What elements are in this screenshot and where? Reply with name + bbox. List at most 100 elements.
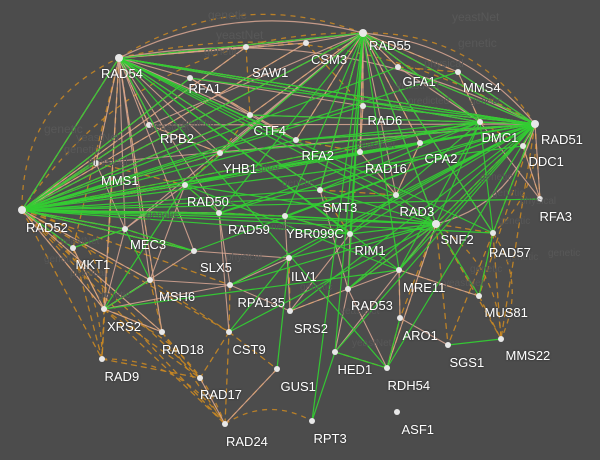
edge	[362, 32, 400, 271]
edge	[479, 121, 494, 234]
graph-node[interactable]	[357, 149, 363, 155]
graph-node[interactable]	[360, 103, 366, 109]
edge	[334, 32, 364, 353]
edge	[21, 198, 541, 211]
graph-node[interactable]	[384, 365, 390, 371]
edge	[478, 232, 494, 297]
edge	[311, 32, 364, 422]
edge	[118, 57, 481, 123]
graph-node[interactable]	[332, 349, 338, 355]
edge	[229, 223, 437, 286]
edge	[347, 269, 400, 290]
graph-node[interactable]	[432, 220, 440, 228]
edge	[284, 215, 291, 312]
graph-node[interactable]	[182, 182, 188, 188]
edge	[319, 32, 364, 191]
edge	[103, 57, 120, 310]
edge	[349, 223, 437, 235]
edge	[447, 338, 502, 346]
graph-node[interactable]	[187, 75, 193, 81]
graph-node[interactable]	[396, 267, 402, 273]
edge	[319, 189, 397, 196]
graph-node[interactable]	[222, 421, 228, 427]
graph-node[interactable]	[274, 366, 280, 372]
graph-node[interactable]	[147, 277, 153, 283]
graph-node[interactable]	[317, 187, 323, 193]
graph-node[interactable]	[345, 286, 351, 292]
graph-node[interactable]	[347, 231, 353, 237]
edge	[118, 42, 307, 59]
graph-node[interactable]	[146, 122, 152, 128]
graph-node[interactable]	[70, 245, 76, 251]
graph-node[interactable]	[477, 119, 483, 125]
graph-node[interactable]	[520, 143, 526, 149]
graph-node[interactable]	[397, 315, 403, 321]
graph-node[interactable]	[99, 356, 105, 362]
edge	[103, 269, 400, 310]
graph-node[interactable]	[395, 64, 401, 70]
edge	[21, 209, 74, 249]
edge	[21, 209, 437, 225]
graph-node[interactable]	[498, 336, 504, 342]
edge	[289, 288, 349, 312]
graph-node[interactable]	[455, 69, 461, 75]
graph-node[interactable]	[303, 40, 309, 46]
graph-node[interactable]	[287, 308, 293, 314]
edge-arc	[101, 358, 226, 425]
edge	[228, 223, 437, 333]
edge	[295, 32, 364, 141]
graph-node[interactable]	[293, 137, 299, 143]
edge	[21, 124, 150, 211]
graph-node[interactable]	[18, 206, 26, 214]
graph-node[interactable]	[115, 54, 123, 62]
edge	[362, 32, 399, 68]
graph-node[interactable]	[247, 112, 253, 118]
edge	[21, 209, 126, 230]
edge	[193, 250, 290, 259]
graph-node[interactable]	[159, 329, 165, 335]
graph-node[interactable]	[417, 140, 423, 146]
graph-node[interactable]	[282, 213, 288, 219]
edge	[359, 105, 364, 153]
edge	[347, 223, 437, 290]
graph-node[interactable]	[226, 329, 232, 335]
edge	[21, 209, 231, 286]
edge	[148, 32, 364, 126]
edge	[21, 209, 230, 333]
graph-node[interactable]	[227, 282, 233, 288]
graph-node[interactable]	[286, 255, 292, 261]
graph-node[interactable]	[359, 29, 367, 37]
edge	[124, 32, 364, 230]
edge	[161, 331, 226, 425]
graph-node[interactable]	[393, 192, 399, 198]
graph-node[interactable]	[476, 293, 482, 299]
graph-node[interactable]	[394, 409, 400, 415]
graph-node[interactable]	[122, 226, 128, 232]
graph-node[interactable]	[191, 248, 197, 254]
edge	[228, 331, 278, 370]
edge	[319, 121, 481, 191]
edge	[334, 288, 349, 353]
graph-node[interactable]	[197, 375, 203, 381]
edge	[21, 209, 163, 333]
edge-arc	[224, 408, 313, 425]
graph-node[interactable]	[445, 342, 451, 348]
graph-node[interactable]	[537, 196, 543, 202]
edge	[21, 114, 251, 211]
graph-node[interactable]	[217, 150, 223, 156]
graph-node[interactable]	[490, 230, 496, 236]
graph-node[interactable]	[243, 44, 249, 50]
edge	[103, 284, 231, 310]
edge	[21, 162, 97, 211]
graph-node[interactable]	[531, 120, 539, 128]
graph-node[interactable]	[309, 418, 315, 424]
edge	[103, 308, 163, 333]
edge	[95, 162, 186, 186]
edge	[21, 189, 321, 211]
graph-node[interactable]	[93, 160, 99, 166]
graph-node[interactable]	[216, 210, 222, 216]
edge	[386, 123, 536, 369]
graph-node[interactable]	[101, 306, 107, 312]
edge	[534, 123, 541, 200]
